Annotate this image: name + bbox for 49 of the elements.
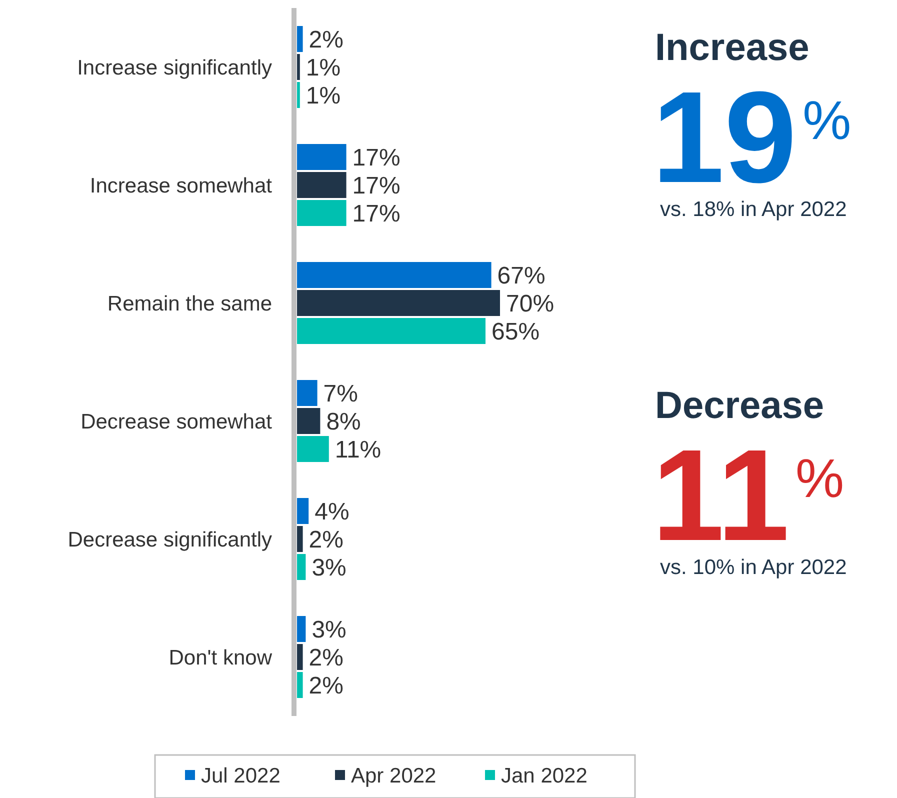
bar (297, 318, 486, 344)
data-label: 17% (352, 144, 400, 172)
data-label: 2% (308, 526, 344, 554)
y-tick-label: Decrease somewhat (80, 410, 272, 434)
bar (297, 672, 303, 698)
bar (297, 290, 500, 316)
y-tick-label: Don't know (168, 646, 273, 670)
data-label: 17% (352, 200, 400, 228)
data-label: 1% (306, 82, 341, 110)
data-label: 70% (506, 290, 554, 318)
data-label: 2% (308, 644, 344, 672)
bar (297, 172, 346, 198)
bar (297, 498, 309, 524)
bar (297, 526, 303, 552)
y-tick-label: Increase somewhat (90, 174, 272, 198)
data-label: 65% (492, 318, 540, 346)
bar (297, 380, 318, 406)
bar (297, 200, 346, 226)
text: vs. 10% in Apr 2022 (660, 556, 847, 579)
data-label: 3% (312, 554, 346, 582)
bar (297, 436, 329, 462)
data-label: 4% (314, 498, 350, 526)
data-label: 2% (308, 26, 344, 54)
data-label: 67% (497, 262, 546, 290)
bar (297, 262, 492, 288)
legend-label: Jul 2022 (201, 764, 280, 788)
y-tick-label: Decrease significantly (68, 528, 272, 552)
data-label: 11% (334, 436, 382, 464)
text: vs. 18% in Apr 2022 (660, 198, 847, 221)
bar (297, 26, 303, 52)
data-label: 8% (326, 408, 361, 436)
bar (297, 144, 346, 170)
text: Increase (655, 27, 810, 69)
bar (297, 554, 306, 580)
data-label: 1% (306, 54, 341, 82)
text: Decrease (655, 385, 824, 427)
data-label: 2% (308, 672, 344, 700)
data-label: 7% (323, 380, 358, 408)
y-tick-label: Increase significantly (77, 56, 272, 80)
bar (297, 616, 306, 642)
data-label: 17% (352, 172, 400, 200)
legend-label: Jan 2022 (501, 764, 588, 788)
data-label: 3% (312, 616, 346, 644)
bar (297, 408, 320, 434)
y-tick-label: Remain the same (107, 292, 272, 316)
bar (297, 54, 300, 80)
bar (297, 644, 303, 670)
legend-label: Apr 2022 (351, 764, 436, 788)
bar (297, 82, 300, 108)
